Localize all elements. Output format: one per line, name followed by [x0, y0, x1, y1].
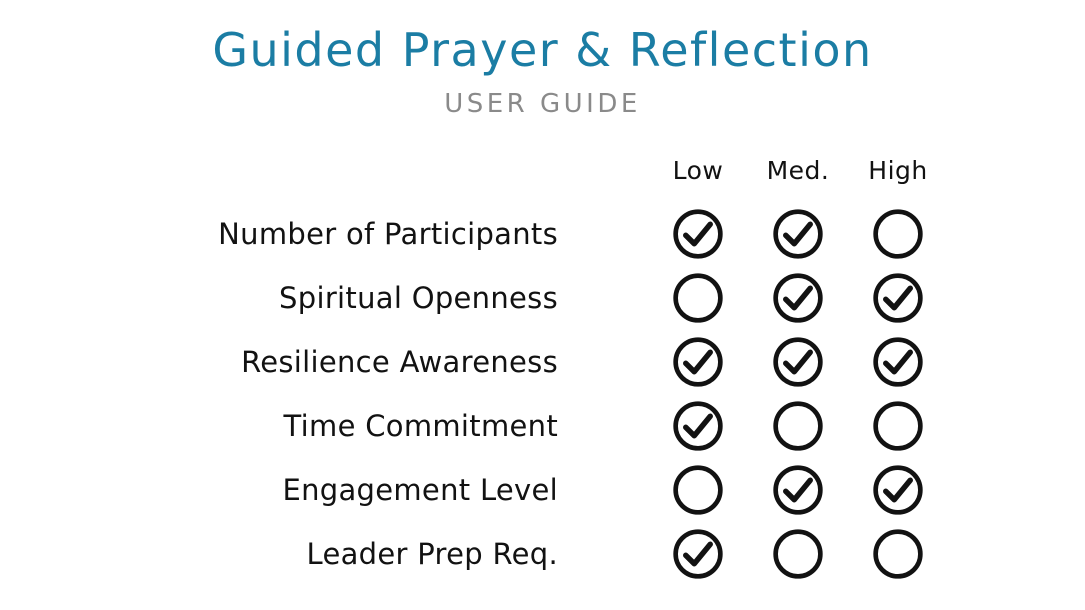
checked-circle-icon: [848, 458, 948, 522]
checked-circle-icon: [748, 330, 848, 394]
checked-circle-icon: [748, 458, 848, 522]
page-subtitle: USER GUIDE: [444, 89, 641, 119]
table-row: Number of Participants: [0, 202, 1085, 266]
empty-circle-icon: [648, 458, 748, 522]
checked-circle-icon: [648, 330, 748, 394]
matrix-header-row: Low Med. High: [0, 138, 1085, 202]
empty-circle-icon: [848, 202, 948, 266]
checked-circle-icon: [648, 202, 748, 266]
checked-circle-icon: [748, 266, 848, 330]
header-spacer: [0, 138, 648, 202]
empty-circle-icon: [648, 266, 748, 330]
page-title: Guided Prayer & Reflection: [212, 23, 873, 77]
table-row: Spiritual Openness: [0, 266, 1085, 330]
checked-circle-icon: [848, 266, 948, 330]
row-label: Leader Prep Req.: [306, 537, 558, 571]
row-label: Engagement Level: [282, 473, 558, 507]
table-row: Engagement Level: [0, 458, 1085, 522]
table-row: Resilience Awareness: [0, 330, 1085, 394]
empty-circle-icon: [748, 522, 848, 586]
checked-circle-icon: [648, 394, 748, 458]
matrix-rows: Number of Participants Spiritual Opennes…: [0, 202, 1085, 586]
row-label: Spiritual Openness: [279, 281, 558, 315]
empty-circle-icon: [748, 394, 848, 458]
empty-circle-icon: [848, 394, 948, 458]
row-label: Number of Participants: [218, 217, 558, 251]
empty-circle-icon: [848, 522, 948, 586]
column-header-low: Low: [672, 155, 724, 185]
table-row: Leader Prep Req.: [0, 522, 1085, 586]
checked-circle-icon: [848, 330, 948, 394]
column-header-med: Med.: [766, 155, 830, 185]
row-label: Time Commitment: [283, 409, 558, 443]
column-header-high: High: [868, 155, 928, 185]
checked-circle-icon: [748, 202, 848, 266]
row-label: Resilience Awareness: [241, 345, 558, 379]
table-row: Time Commitment: [0, 394, 1085, 458]
rating-matrix: Low Med. High Number of Participants Spi…: [0, 138, 1085, 586]
checked-circle-icon: [648, 522, 748, 586]
